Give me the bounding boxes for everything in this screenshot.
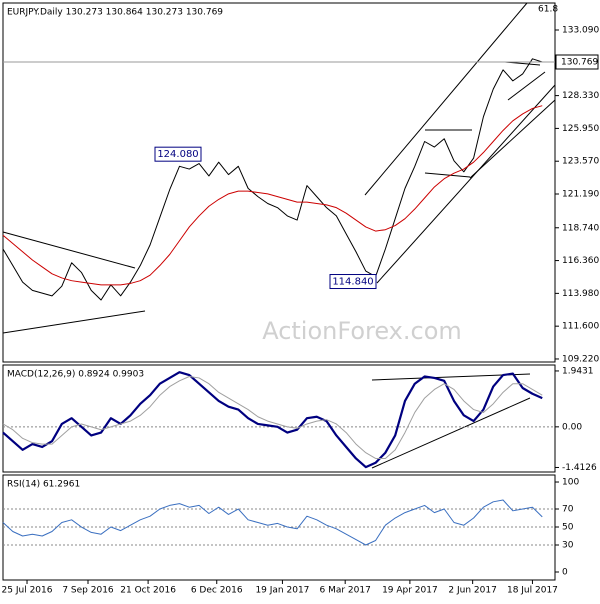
channel-line <box>469 99 556 179</box>
y-tick-label: 133.090 <box>562 26 599 36</box>
x-tick-label: 21 Oct 2016 <box>120 586 176 596</box>
y-tick-label: 30 <box>562 541 574 551</box>
x-tick-label: 19 Jan 2017 <box>255 586 309 596</box>
channel-line <box>376 84 556 284</box>
y-tick-label: 116.360 <box>562 256 599 266</box>
y-tick-label: -1.4126 <box>562 463 597 473</box>
channel-label: 61.8 <box>538 5 558 15</box>
y-tick-label: 111.600 <box>562 322 599 332</box>
y-tick-label: 70 <box>562 505 574 515</box>
x-tick-label: 6 Mar 2017 <box>320 586 371 596</box>
series-line <box>2 499 543 546</box>
y-tick-label: 125.950 <box>562 124 599 134</box>
panel-frame <box>2 2 556 363</box>
x-tick-label: 19 Apr 2017 <box>382 586 438 596</box>
x-tick-label: 6 Dec 2016 <box>191 586 243 596</box>
x-tick-label: 7 Sep 2016 <box>62 586 114 596</box>
y-tick-label: 100 <box>562 478 579 488</box>
range-line <box>424 172 471 178</box>
series-line <box>2 58 543 301</box>
x-tick-label: 18 Jul 2017 <box>507 586 558 596</box>
series-line <box>2 371 543 469</box>
x-tick-label: 25 Jul 2016 <box>2 586 53 596</box>
panel-frame <box>2 364 556 473</box>
series-line <box>2 376 543 459</box>
y-tick-label: 123.570 <box>562 157 599 167</box>
last-price-box <box>555 54 599 70</box>
price-annotation: 124.080 <box>157 149 198 160</box>
triangle-line <box>507 71 546 101</box>
last-price-label: 130.769 <box>561 57 598 67</box>
y-tick-label: 128.330 <box>562 91 599 101</box>
watermark: ActionForex.com <box>262 317 462 345</box>
price-annotation: 114.840 <box>332 277 373 288</box>
price-annotation-box <box>154 146 202 162</box>
trendline <box>2 231 136 269</box>
y-tick-label: 109.220 <box>562 354 599 364</box>
channel-line <box>364 2 528 196</box>
x-tick-label: 2 Jun 2017 <box>448 586 496 596</box>
y-tick-label: 118.740 <box>562 223 599 233</box>
triangle-line <box>504 61 541 66</box>
series-line <box>2 105 543 286</box>
y-tick-label: 50 <box>562 523 574 533</box>
y-tick-label: 121.190 <box>562 190 599 200</box>
trendline <box>2 310 146 334</box>
y-tick-label: 1.9431 <box>562 366 594 376</box>
price-annotation-box <box>329 274 377 290</box>
y-tick-label: 113.980 <box>562 289 599 299</box>
y-tick-label: 0 <box>562 567 568 577</box>
panel-title: EURJPY.Daily 130.273 130.864 130.273 130… <box>7 8 223 18</box>
panel-title: RSI(14) 61.2961 <box>7 480 80 490</box>
y-tick-label: 0.00 <box>562 422 582 432</box>
divergence-line <box>371 397 531 469</box>
panel-title: MACD(12,26,9) 0.8924 0.9903 <box>7 370 144 380</box>
